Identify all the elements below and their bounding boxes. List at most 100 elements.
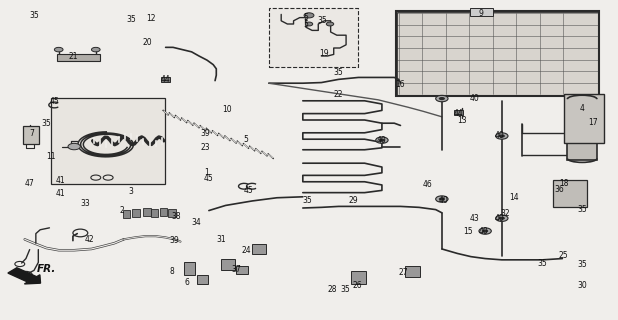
Text: 40: 40	[494, 214, 504, 223]
Circle shape	[436, 196, 448, 202]
Text: 22: 22	[334, 90, 344, 99]
Bar	[454, 110, 463, 115]
Text: 20: 20	[142, 38, 152, 47]
Text: 46: 46	[423, 180, 433, 189]
Text: 35: 35	[577, 205, 587, 214]
Bar	[221, 259, 235, 270]
Text: 41: 41	[56, 176, 66, 185]
FancyArrow shape	[8, 268, 41, 284]
Text: 15: 15	[464, 227, 473, 236]
Text: 39: 39	[169, 236, 179, 245]
Text: 35: 35	[41, 119, 51, 128]
Text: 44: 44	[454, 109, 464, 118]
Bar	[123, 210, 130, 218]
Text: 13: 13	[457, 116, 467, 124]
Circle shape	[91, 47, 100, 52]
Bar	[252, 244, 266, 254]
Text: 30: 30	[577, 281, 587, 290]
Bar	[161, 77, 170, 82]
Text: 40: 40	[494, 131, 504, 140]
Text: 27: 27	[398, 268, 408, 277]
Circle shape	[496, 133, 508, 139]
Bar	[168, 209, 176, 217]
Text: 33: 33	[80, 199, 90, 208]
Text: 45: 45	[243, 186, 253, 195]
Text: 9: 9	[478, 9, 483, 18]
Text: 18: 18	[559, 180, 569, 188]
Circle shape	[499, 217, 505, 220]
Circle shape	[439, 197, 445, 201]
Text: 43: 43	[470, 214, 480, 223]
Bar	[567, 98, 597, 160]
Text: 35: 35	[303, 196, 313, 205]
Text: 40: 40	[439, 196, 449, 205]
Text: 45: 45	[204, 174, 214, 183]
Text: 16: 16	[396, 80, 405, 89]
Circle shape	[379, 139, 385, 142]
Text: 3: 3	[129, 187, 133, 196]
Text: 24: 24	[241, 246, 251, 255]
Text: 8: 8	[169, 267, 174, 276]
Text: 35: 35	[318, 16, 328, 25]
Text: 35: 35	[577, 260, 587, 269]
Text: 37: 37	[231, 265, 241, 274]
Text: 35: 35	[538, 260, 548, 268]
Bar	[396, 11, 599, 96]
Bar	[470, 8, 493, 16]
Text: 35: 35	[29, 11, 39, 20]
Bar	[405, 266, 420, 277]
Text: 35: 35	[126, 15, 136, 24]
Circle shape	[499, 134, 505, 138]
Text: 17: 17	[588, 118, 598, 127]
Text: 32: 32	[501, 209, 510, 218]
Text: 1: 1	[205, 168, 210, 177]
Text: 40: 40	[470, 94, 480, 103]
Text: 5: 5	[243, 135, 248, 144]
Circle shape	[304, 13, 314, 18]
Text: 21: 21	[68, 52, 78, 61]
Text: 5: 5	[303, 20, 308, 29]
Circle shape	[482, 229, 488, 233]
Text: 10: 10	[222, 105, 232, 114]
Bar	[151, 209, 158, 217]
Text: 25: 25	[559, 251, 569, 260]
Circle shape	[54, 47, 63, 52]
Circle shape	[68, 143, 80, 150]
Text: 42: 42	[85, 235, 95, 244]
Text: 11: 11	[46, 152, 56, 161]
Bar	[184, 262, 195, 275]
Text: 36: 36	[554, 185, 564, 194]
Bar	[564, 94, 604, 143]
Text: 34: 34	[192, 218, 201, 227]
Bar	[160, 208, 167, 216]
Text: 41: 41	[56, 189, 66, 198]
Text: FR.: FR.	[37, 264, 56, 275]
Bar	[236, 266, 248, 274]
Bar	[553, 180, 587, 207]
Text: 14: 14	[509, 193, 519, 202]
Text: 35: 35	[340, 285, 350, 294]
Text: 44: 44	[161, 75, 171, 84]
Text: 28: 28	[328, 285, 337, 294]
Circle shape	[479, 228, 491, 234]
Bar	[197, 275, 208, 284]
Bar	[132, 209, 140, 217]
Bar	[143, 208, 151, 216]
Text: 12: 12	[146, 14, 156, 23]
Bar	[57, 54, 100, 61]
Text: 40: 40	[377, 136, 387, 145]
Bar	[51, 98, 165, 184]
Text: 29: 29	[349, 196, 358, 204]
Text: 26: 26	[352, 281, 362, 290]
Text: 35: 35	[334, 68, 344, 77]
Circle shape	[496, 215, 508, 221]
Bar	[351, 271, 366, 284]
Circle shape	[436, 95, 448, 102]
Text: 7: 7	[30, 129, 35, 138]
Circle shape	[439, 97, 445, 100]
Bar	[269, 8, 358, 67]
Text: 2: 2	[120, 206, 125, 215]
Text: 45: 45	[49, 97, 59, 106]
Circle shape	[326, 22, 334, 26]
Text: 47: 47	[25, 179, 35, 188]
